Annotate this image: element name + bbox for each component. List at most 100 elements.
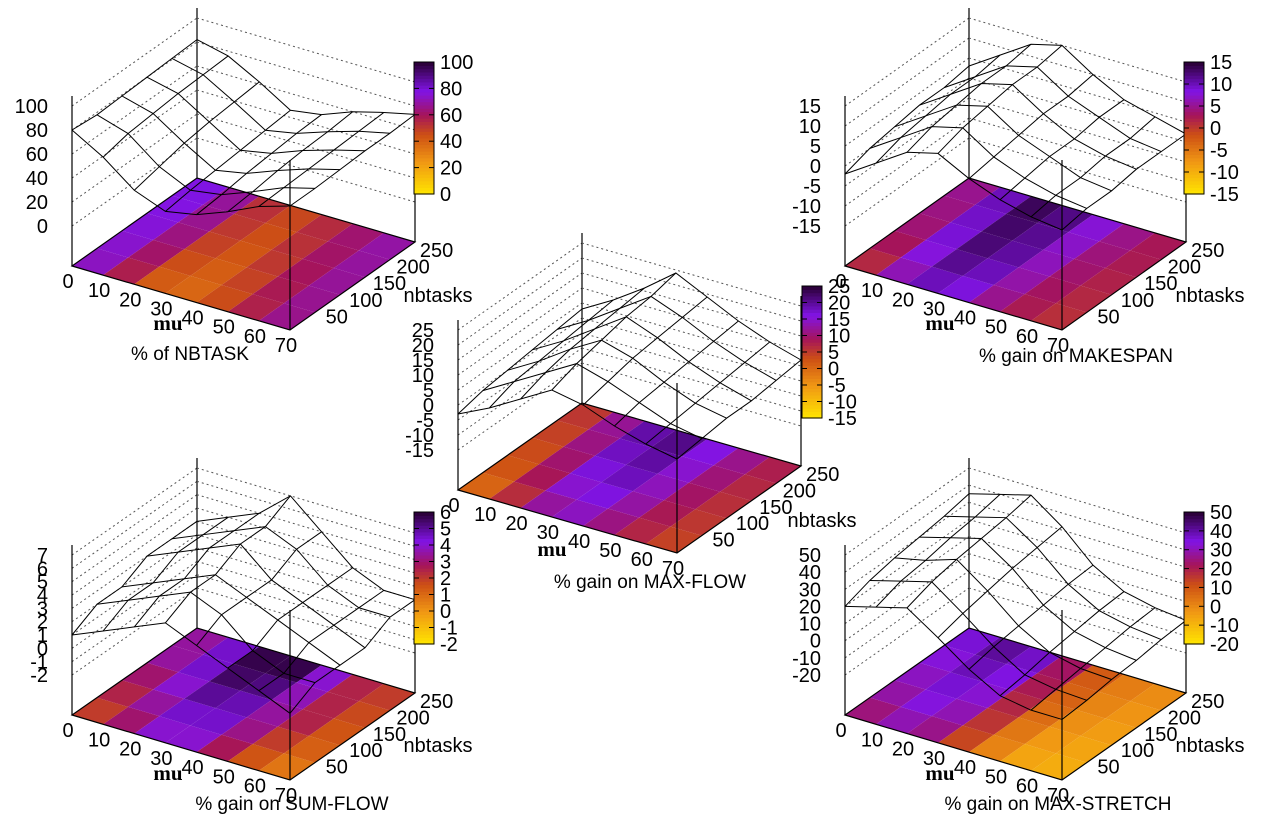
grid-line [457, 287, 583, 376]
colorbar-segment [802, 332, 822, 337]
colorbar-segment [1184, 157, 1204, 162]
surface-line [968, 43, 1187, 135]
y-tick-label: 50 [326, 306, 348, 328]
x-tick-label: 10 [474, 504, 496, 526]
colorbar-segment [414, 118, 434, 122]
y-tick-label: 200 [396, 707, 429, 729]
grid-line [457, 302, 583, 391]
colorbar-segment [1184, 118, 1204, 122]
heatmap-cell [981, 213, 1038, 241]
heatmap-cell [900, 689, 957, 717]
colorbar-segment [414, 578, 434, 582]
x-tick-label: 50 [985, 766, 1007, 788]
colorbar-segment [1184, 521, 1204, 526]
colorbar-segment [1184, 528, 1204, 533]
colorbar-tick-label: -2 [440, 634, 458, 656]
grid-line [844, 553, 970, 642]
x-tick-label: 10 [88, 729, 110, 751]
heatmap-cell [72, 248, 129, 276]
heatmap-cell [103, 257, 160, 285]
heatmap-cell [601, 464, 658, 492]
heatmap-cell [327, 223, 384, 251]
heatmap-cell [845, 248, 901, 276]
colorbar-segment [802, 408, 822, 412]
heatmap-cell [1074, 241, 1131, 269]
y-axis-label: nbtasks [1176, 285, 1245, 307]
colorbar-segment [1184, 187, 1204, 192]
heatmap-cell [956, 681, 1013, 709]
colorbar-segment [1184, 541, 1204, 546]
colorbar-tick-label: 20 [440, 158, 462, 180]
heatmap-cell [302, 241, 359, 269]
colorbar-segment [414, 558, 434, 563]
heatmap-cell [950, 204, 1007, 232]
colorbar-segment [1184, 91, 1204, 96]
colorbar-segment [414, 75, 434, 80]
heatmap-cell [869, 680, 926, 707]
colorbar-segment [414, 637, 434, 642]
grid-line [844, 587, 970, 676]
colorbar-segment [1184, 574, 1204, 579]
colorbar-segment [1184, 147, 1204, 152]
heatmap-cell [1105, 250, 1162, 278]
heatmap-cell [1055, 285, 1112, 313]
colorbar-segment [414, 95, 434, 99]
colorbar-segment [414, 515, 434, 520]
heatmap-cell [514, 464, 571, 491]
surface-line [844, 65, 970, 175]
y-tick-label: 100 [736, 513, 769, 535]
y-tick-label: 200 [1168, 257, 1201, 279]
grid-line [457, 257, 583, 346]
grid-line [196, 17, 416, 83]
surface-line [133, 81, 260, 191]
colorbar-segment [414, 65, 434, 70]
heatmap-cell [196, 284, 253, 312]
colorbar-segment [414, 151, 434, 155]
colorbar-segment [1184, 170, 1204, 175]
heatmap-cell [128, 239, 185, 267]
colorbar-segment [414, 124, 434, 129]
y-tick-label: 250 [1191, 240, 1224, 262]
x-tick-label: 50 [213, 317, 235, 339]
grid-line [71, 587, 198, 676]
heatmap-cell [993, 717, 1050, 745]
colorbar-segment [1184, 545, 1204, 549]
surface-line [146, 543, 366, 649]
x-tick-label: 40 [181, 757, 203, 779]
heatmap-cell [981, 663, 1038, 691]
y-tick-label: 50 [712, 530, 734, 552]
grid-line [71, 113, 198, 203]
colorbar-segment [1184, 578, 1204, 582]
heatmap-cell [489, 481, 546, 508]
heatmap-cell [203, 637, 260, 664]
colorbar-tick-label: 10 [828, 326, 850, 348]
z-tick-label: 0 [810, 631, 821, 653]
heatmap-cell [969, 734, 1025, 762]
colorbar-segment [1184, 167, 1204, 172]
x-axis-label: mu [153, 311, 182, 335]
z-tick-label: -1 [30, 652, 48, 674]
surface-line [102, 55, 229, 158]
colorbar-segment [414, 88, 434, 93]
colorbar-segment [1184, 525, 1204, 530]
heatmap-cell [645, 526, 702, 553]
heatmap-cell [1031, 753, 1087, 780]
surface-line [171, 57, 391, 134]
heatmap-cell [551, 499, 608, 526]
heatmap-cell [283, 285, 340, 313]
colorbar-tick-label: 0 [1210, 118, 1221, 140]
colorbar-segment [414, 591, 434, 596]
colorbar-segment [1184, 584, 1204, 589]
x-tick-label: 60 [631, 549, 653, 571]
colorbar-tick-label: 30 [1210, 540, 1232, 562]
heatmap-cell [333, 701, 390, 728]
colorbar-segment [1184, 98, 1204, 103]
x-tick-label: 30 [923, 298, 945, 320]
heatmap-cell [987, 240, 1044, 268]
colorbar-segment [1184, 630, 1204, 635]
y-tick-label: 200 [1168, 707, 1201, 729]
heatmap-cell [1012, 673, 1069, 700]
y-tick-label: 200 [783, 480, 816, 502]
heatmap-cell [931, 698, 988, 726]
